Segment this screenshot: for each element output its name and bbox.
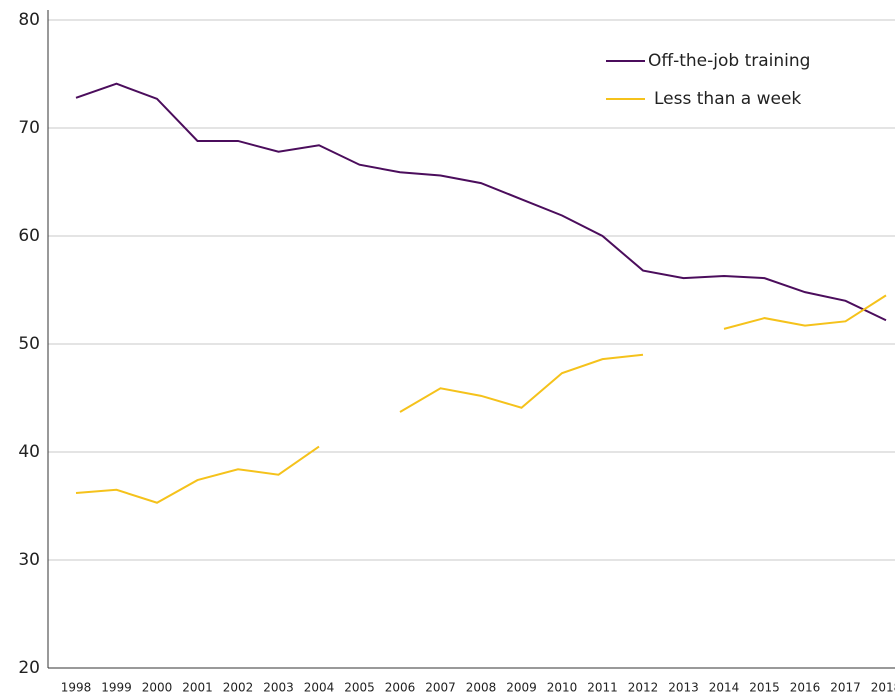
x-tick-label: 2013 xyxy=(668,681,699,695)
y-tick-label: 30 xyxy=(18,550,40,570)
legend-label: Less than a week xyxy=(654,89,801,109)
y-tick-label: 80 xyxy=(18,10,40,30)
x-tick-label: 2010 xyxy=(547,681,578,695)
x-tick-label: 2016 xyxy=(790,681,821,695)
x-tick-label: 2005 xyxy=(344,681,375,695)
y-tick-label: 40 xyxy=(18,442,40,462)
y-tick-label: 60 xyxy=(18,226,40,246)
x-tick-label: 2012 xyxy=(628,681,659,695)
series-line xyxy=(75,294,887,504)
legend-label: Off-the-job training xyxy=(648,51,810,71)
x-tick-label: 2003 xyxy=(263,681,294,695)
x-tick-label: 2018 xyxy=(871,681,895,695)
x-tick-label: 2014 xyxy=(709,681,740,695)
x-tick-label: 2002 xyxy=(223,681,254,695)
x-tick-label: 2000 xyxy=(142,681,173,695)
series-line xyxy=(75,82,887,322)
y-tick-label: 70 xyxy=(18,118,40,138)
x-tick-label: 2004 xyxy=(304,681,335,695)
x-tick-label: 2015 xyxy=(749,681,780,695)
x-tick-label: 2001 xyxy=(182,681,213,695)
y-tick-label: 50 xyxy=(18,334,40,354)
x-tick-label: 1998 xyxy=(61,681,92,695)
x-tick-label: 1999 xyxy=(101,681,132,695)
y-tick-label: 20 xyxy=(18,658,40,678)
x-tick-label: 2007 xyxy=(425,681,456,695)
x-tick-label: 2011 xyxy=(587,681,618,695)
x-tick-label: 2017 xyxy=(830,681,861,695)
x-tick-label: 2009 xyxy=(506,681,537,695)
x-tick-label: 2006 xyxy=(385,681,416,695)
x-tick-label: 2008 xyxy=(466,681,497,695)
